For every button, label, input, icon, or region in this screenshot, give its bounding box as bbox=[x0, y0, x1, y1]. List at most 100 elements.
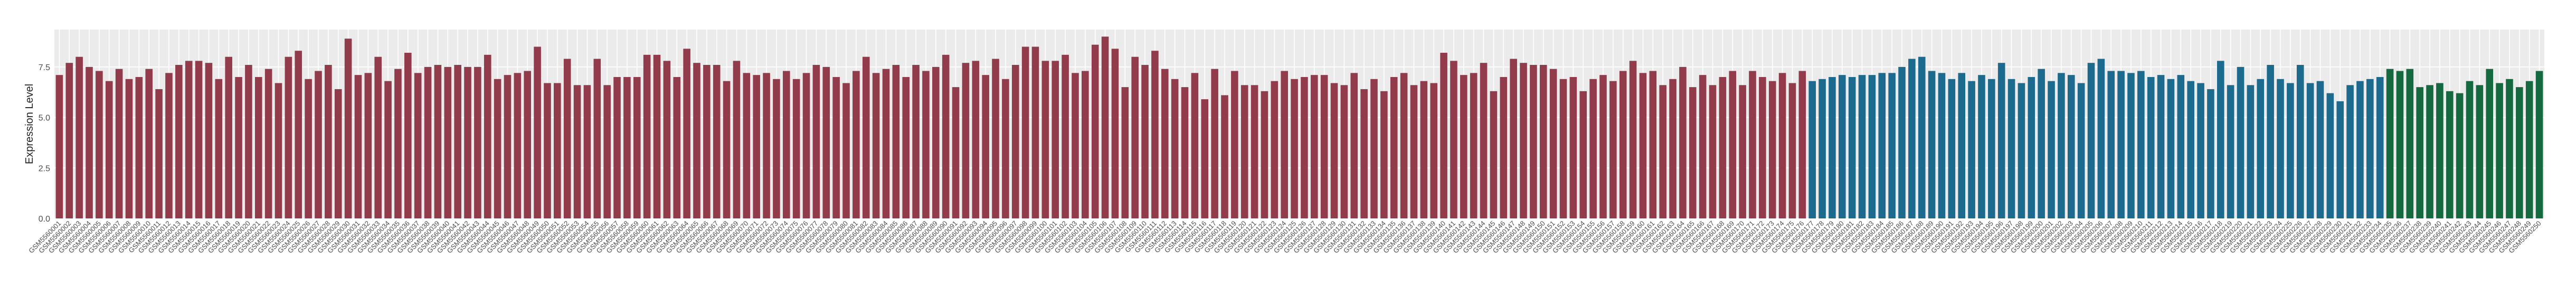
bar bbox=[75, 56, 83, 218]
bar bbox=[464, 66, 471, 218]
bar bbox=[1669, 79, 1677, 218]
bar bbox=[1768, 81, 1776, 219]
bar bbox=[1271, 81, 1278, 219]
bar bbox=[2396, 71, 2404, 218]
bar bbox=[2247, 85, 2255, 218]
bar bbox=[2466, 81, 2474, 219]
bar bbox=[225, 56, 232, 218]
bar bbox=[2426, 85, 2433, 218]
bar bbox=[1649, 71, 1657, 218]
bar bbox=[1330, 83, 1338, 218]
bar bbox=[1420, 81, 1428, 219]
bar bbox=[2525, 81, 2533, 219]
bar bbox=[1340, 85, 1348, 218]
bar bbox=[2167, 79, 2175, 218]
bar bbox=[2316, 81, 2324, 219]
bar bbox=[1579, 91, 1587, 218]
bar bbox=[2446, 91, 2454, 218]
bar bbox=[454, 65, 461, 219]
bar bbox=[2506, 79, 2513, 218]
bar bbox=[1749, 71, 1756, 218]
bar bbox=[1908, 59, 1916, 219]
bar bbox=[1490, 91, 1498, 218]
bar bbox=[882, 69, 890, 219]
bar bbox=[982, 75, 989, 219]
bar bbox=[2197, 83, 2204, 218]
bar bbox=[832, 77, 840, 218]
bar bbox=[1082, 71, 1089, 218]
bar bbox=[414, 73, 422, 218]
bar bbox=[1729, 71, 1737, 218]
bar bbox=[2028, 77, 2035, 218]
bar bbox=[2177, 75, 2185, 219]
bar bbox=[1390, 77, 1398, 218]
bar bbox=[1410, 85, 1418, 218]
bar bbox=[1191, 73, 1199, 218]
bar bbox=[1480, 63, 1488, 219]
bar bbox=[2077, 83, 2085, 218]
bar bbox=[504, 75, 512, 219]
bar bbox=[444, 66, 452, 218]
bar bbox=[842, 83, 850, 218]
y-tick-label: 7.5 bbox=[39, 63, 50, 72]
bar bbox=[115, 69, 123, 219]
bar bbox=[1619, 71, 1627, 218]
bar bbox=[2067, 75, 2075, 219]
bar bbox=[1569, 77, 1577, 218]
bar bbox=[424, 66, 432, 218]
bar bbox=[1281, 71, 1288, 218]
bar bbox=[1261, 91, 1268, 218]
bar bbox=[1011, 65, 1019, 219]
bar bbox=[1798, 71, 1806, 218]
bar bbox=[2476, 85, 2484, 218]
bar bbox=[623, 77, 631, 218]
bar bbox=[1898, 66, 1906, 218]
bar bbox=[1997, 63, 2005, 219]
bar bbox=[2406, 69, 2414, 219]
bar bbox=[822, 66, 830, 218]
bar bbox=[693, 63, 700, 219]
bar bbox=[1829, 77, 1836, 218]
bar bbox=[1450, 61, 1457, 218]
bar bbox=[1052, 61, 1059, 218]
bar bbox=[1311, 75, 1318, 219]
bar bbox=[2007, 79, 2015, 218]
bar bbox=[1510, 59, 1517, 219]
bar bbox=[1062, 54, 1069, 218]
bar bbox=[1559, 79, 1567, 218]
bar bbox=[1918, 56, 1926, 218]
bar bbox=[1988, 79, 1995, 218]
bar bbox=[2058, 73, 2065, 218]
bar bbox=[2048, 81, 2055, 219]
bar bbox=[2516, 87, 2523, 218]
bar bbox=[2087, 63, 2095, 219]
bar bbox=[1599, 75, 1607, 219]
bar bbox=[583, 85, 591, 218]
bar bbox=[86, 66, 93, 218]
bar bbox=[1888, 73, 1896, 218]
bar bbox=[2456, 93, 2464, 218]
bar bbox=[2267, 65, 2274, 219]
bar bbox=[1370, 79, 1378, 218]
bar bbox=[2346, 85, 2354, 218]
y-tick-label: 0.0 bbox=[39, 215, 50, 224]
bar bbox=[2287, 83, 2294, 218]
bar bbox=[2535, 71, 2543, 218]
bar bbox=[1759, 77, 1766, 218]
bar bbox=[792, 79, 800, 218]
bar bbox=[175, 65, 183, 219]
bar bbox=[932, 66, 940, 218]
bar bbox=[205, 63, 213, 219]
bar bbox=[2386, 69, 2394, 219]
bar bbox=[962, 63, 970, 219]
bar bbox=[2336, 101, 2344, 218]
bar bbox=[613, 77, 621, 218]
bar bbox=[105, 81, 113, 219]
bar bbox=[912, 65, 920, 219]
bar bbox=[1231, 71, 1238, 218]
bar bbox=[1400, 73, 1408, 218]
bar bbox=[1211, 69, 1218, 219]
bar bbox=[942, 54, 950, 218]
bar bbox=[165, 73, 173, 218]
